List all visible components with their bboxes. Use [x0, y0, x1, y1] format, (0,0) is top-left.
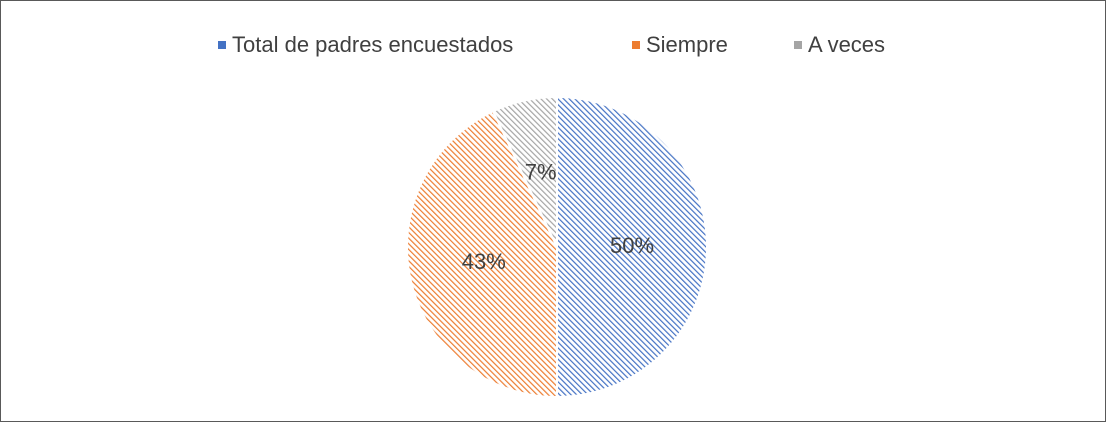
- data-label: 43%: [462, 249, 506, 274]
- data-label: 50%: [610, 233, 654, 258]
- legend-swatch: [632, 41, 640, 49]
- legend-label: Total de padres encuestados: [232, 32, 513, 57]
- legend-swatch: [218, 41, 226, 49]
- data-label: 7%: [525, 160, 557, 185]
- legend-label: Siempre: [646, 32, 728, 57]
- pie-slice: [491, 95, 558, 248]
- legend-swatch: [794, 41, 802, 49]
- pie-slice: [556, 95, 708, 399]
- pie-slice: [406, 109, 558, 399]
- legend-label: A veces: [808, 32, 885, 57]
